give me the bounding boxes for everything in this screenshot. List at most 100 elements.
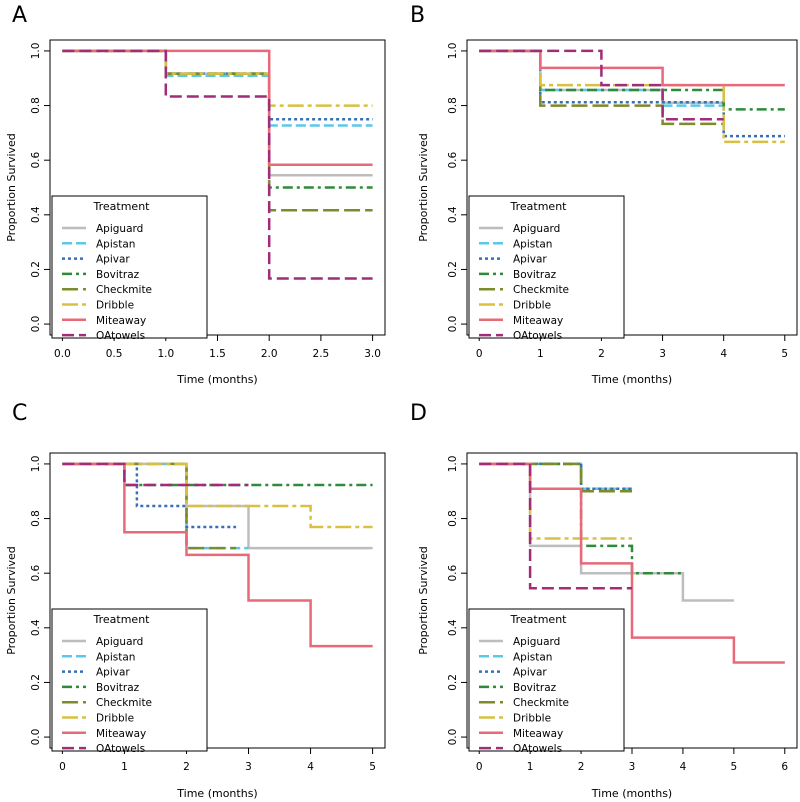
series-group	[62, 49, 373, 280]
x-tick-label: 5	[781, 348, 788, 360]
legend: Treatment Apiguard Apistan Apivar Bovitraz Ch…	[51, 195, 208, 342]
legend-label-bovitraz: Bovitraz	[513, 269, 557, 281]
series-line-dribble	[479, 49, 785, 144]
x-tick-label: 2.5	[313, 348, 330, 360]
x-tick-label: 2.0	[261, 348, 278, 360]
legend-label-oatowels: OAtowels	[513, 330, 562, 342]
y-tick-label: 0.4	[447, 619, 459, 636]
legend-label-checkmite: Checkmite	[513, 284, 569, 296]
x-tick-label: 1.5	[209, 348, 226, 360]
legend-label-apivar: Apivar	[513, 667, 547, 679]
x-tick-label: 6	[781, 761, 788, 773]
x-tick-label: 4	[720, 348, 727, 360]
legend-label-bovitraz: Bovitraz	[96, 269, 140, 281]
panel-label: C	[12, 401, 27, 426]
x-tick-label: 0.0	[54, 348, 71, 360]
legend-label-miteaway: Miteaway	[513, 728, 563, 740]
y-tick-label: 0.8	[447, 97, 459, 114]
x-tick-label: 0	[476, 348, 483, 360]
legend-label-dribble: Dribble	[513, 300, 551, 312]
legend: Treatment Apiguard Apistan Apivar Bovitraz Ch…	[468, 195, 625, 342]
x-tick-label: 1	[527, 761, 534, 773]
x-axis-label: Time (months)	[591, 373, 672, 386]
series-line-apivar	[479, 462, 632, 491]
legend-label-oatowels: OAtowels	[96, 743, 145, 755]
legend-label-miteaway: Miteaway	[513, 315, 563, 327]
y-axis-label: Proportion Survived	[417, 546, 430, 655]
legend-title: Treatment	[93, 200, 151, 213]
series-line-oatowels	[62, 49, 373, 280]
legend: Treatment Apiguard Apistan Apivar Bovitraz Ch…	[51, 608, 208, 755]
legend-label-checkmite: Checkmite	[513, 697, 569, 709]
panel-label: D	[410, 401, 427, 426]
x-axis-label: Time (months)	[176, 373, 257, 386]
legend: Treatment Apiguard Apistan Apivar Bovitraz Ch…	[468, 608, 625, 755]
x-tick-label: 4	[680, 761, 687, 773]
y-tick-label: 0.8	[447, 510, 459, 527]
x-tick-label: 2	[598, 348, 605, 360]
x-axis-label: Time (months)	[176, 787, 257, 800]
y-axis-label: Proportion Survived	[5, 133, 18, 242]
plot-frame	[49, 452, 386, 749]
legend-label-apiguard: Apiguard	[513, 636, 560, 648]
y-tick-label: 0.0	[447, 729, 459, 746]
series-line-checkmite	[479, 49, 724, 126]
y-axis-label: Proportion Survived	[5, 546, 18, 655]
legend-label-oatowels: OAtowels	[513, 743, 562, 755]
series-line-dribble	[62, 462, 373, 529]
x-tick-label: 0	[476, 761, 483, 773]
series-group	[479, 49, 785, 144]
panel-b: B 0 1 2 3 4 5 0.0 0.2 0.4 0.6 0.8 1.0 Time (months) Pr…	[410, 3, 798, 386]
series-line-miteaway	[479, 49, 785, 87]
y-tick-label: 0.0	[30, 316, 42, 333]
panel-c: C 0 1 2 3 4 5 0.0 0.2 0.4 0.6 0.8 1.0 Time (months) Pr…	[5, 401, 386, 800]
legend-label-apivar: Apivar	[96, 254, 130, 266]
legend-label-dribble: Dribble	[513, 713, 551, 725]
legend-label-apistan: Apistan	[96, 651, 135, 663]
x-tick-label: 1	[121, 761, 128, 773]
y-tick-label: 0.6	[447, 152, 459, 169]
y-tick-label: 0.2	[447, 261, 459, 278]
panel-d: D 0 1 2 3 4 5 6 0.0 0.2 0.4 0.6 0.8 1.0 Time (months) P…	[410, 401, 798, 800]
x-tick-label: 4	[307, 761, 314, 773]
plot-frame	[466, 39, 798, 336]
legend-title: Treatment	[510, 613, 568, 626]
legend-label-apistan: Apistan	[513, 651, 552, 663]
legend-title: Treatment	[510, 200, 568, 213]
legend-label-miteaway: Miteaway	[96, 728, 146, 740]
x-tick-label: 3	[629, 761, 636, 773]
legend-label-checkmite: Checkmite	[96, 697, 152, 709]
y-tick-label: 0.8	[30, 510, 42, 527]
x-axis-label: Time (months)	[591, 787, 672, 800]
y-tick-label: 0.8	[30, 97, 42, 114]
x-tick-label: 5	[369, 761, 376, 773]
legend-label-apistan: Apistan	[96, 238, 135, 250]
legend-label-dribble: Dribble	[96, 300, 134, 312]
series-line-apivar	[62, 462, 237, 529]
series-line-apivar	[479, 49, 785, 138]
series-line-apivar	[62, 49, 373, 121]
series-line-apiguard	[62, 49, 373, 177]
y-tick-label: 1.0	[447, 456, 459, 473]
series-line-bovitraz	[62, 462, 373, 487]
series-line-bovitraz	[479, 49, 785, 111]
legend-label-bovitraz: Bovitraz	[513, 682, 557, 694]
y-tick-label: 0.6	[30, 565, 42, 582]
x-tick-label: 3	[659, 348, 666, 360]
series-line-apistan	[479, 462, 632, 491]
legend-label-dribble: Dribble	[96, 713, 134, 725]
y-tick-label: 0.4	[30, 619, 42, 636]
series-line-oatowels	[479, 462, 632, 590]
legend-label-apivar: Apivar	[513, 254, 547, 266]
panel-a: A 0.0 0.5 1.0 1.5 2.0 2.5 3.0 0.0 0.2 0.4 0.6 0.8 1.0…	[5, 3, 386, 386]
series-line-dribble	[479, 462, 632, 540]
y-tick-label: 0.2	[30, 261, 42, 278]
series-line-miteaway	[62, 462, 373, 648]
y-tick-label: 1.0	[30, 456, 42, 473]
series-line-oatowels	[479, 49, 724, 121]
legend-label-apiguard: Apiguard	[96, 636, 143, 648]
legend-label-apivar: Apivar	[96, 667, 130, 679]
x-tick-label: 2	[578, 761, 585, 773]
series-line-apiguard	[479, 462, 734, 602]
